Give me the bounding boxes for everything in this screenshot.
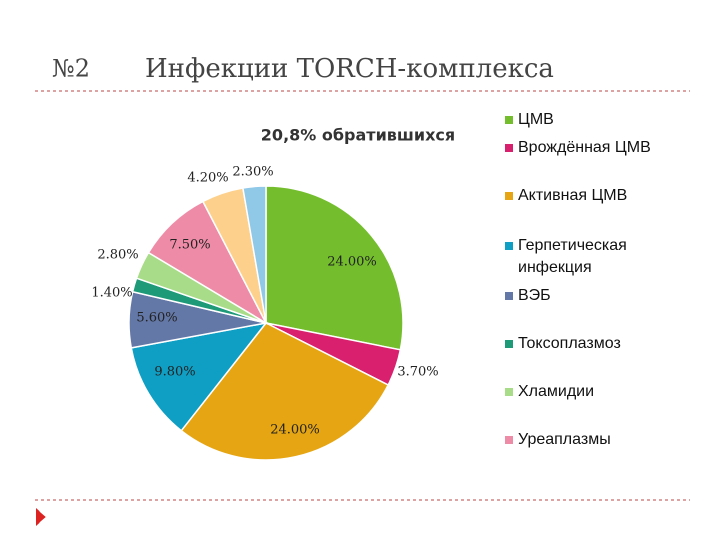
slide-title: Инфекции TORCH-комплекса <box>145 54 554 84</box>
nav-arrow[interactable] <box>36 508 46 526</box>
legend-label: Токсоплазмоз <box>518 335 621 352</box>
nav-arrow-line <box>39 510 49 524</box>
legend-swatch <box>505 388 513 396</box>
pie-slice <box>180 322 390 461</box>
legend-swatch <box>505 116 513 124</box>
data-label: 7.50% <box>169 238 210 253</box>
data-label: 3.70% <box>397 365 438 380</box>
legend-label-line: Герпетическая <box>518 237 627 254</box>
data-label: 5.60% <box>136 311 177 326</box>
pie-slice <box>242 185 267 324</box>
pie <box>128 185 404 461</box>
legend-label: ЦМВ <box>518 111 554 128</box>
legend-label: ВЭБ <box>518 287 551 304</box>
legend-swatch <box>505 192 513 200</box>
legend-swatch <box>505 292 513 300</box>
data-label: 2.80% <box>97 248 138 263</box>
legend-label: Активная ЦМВ <box>518 187 627 204</box>
legend: ЦМВ Врождённая ЦМВ Активная ЦМВ Герпетическ… <box>505 111 651 448</box>
pie-slice <box>265 185 404 351</box>
legend-swatch <box>505 340 513 348</box>
legend-label: Уреаплазмы <box>518 431 611 448</box>
legend-label-line: инфекция <box>518 259 592 276</box>
slide-number: №2 <box>52 55 90 83</box>
legend-swatch <box>505 144 513 152</box>
legend-label: Врождённая ЦМВ <box>518 139 651 156</box>
data-label: 2.30% <box>232 165 273 180</box>
legend-label: Хламидии <box>518 383 594 400</box>
data-label: 24.00% <box>327 255 377 270</box>
chart-subtitle: 20,8% обратившихся <box>261 126 455 145</box>
legend-swatch <box>505 242 513 250</box>
data-label: 1.40% <box>91 286 132 301</box>
data-label: 4.20% <box>187 171 228 186</box>
legend-swatch <box>505 436 513 444</box>
data-label: 9.80% <box>154 365 195 380</box>
data-label: 24.00% <box>270 423 320 438</box>
pie-slice <box>130 321 268 432</box>
data-labels: 24.00% 3.70% 24.00% 9.80% 5.60% 1.40% 2.80% 7.5… <box>91 165 438 438</box>
legend-label: Герпетическая инфекция <box>518 237 627 276</box>
